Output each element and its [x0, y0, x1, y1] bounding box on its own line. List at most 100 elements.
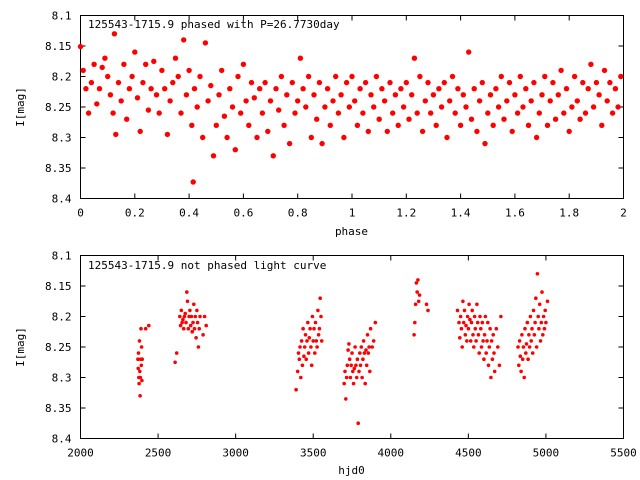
- data-point: [523, 326, 527, 331]
- data-point: [528, 314, 533, 319]
- data-point: [482, 333, 487, 337]
- data-point: [88, 79, 95, 86]
- data-point: [183, 311, 187, 316]
- data-point: [463, 333, 468, 337]
- data-point: [489, 339, 494, 343]
- data-point: [85, 110, 92, 116]
- data-point: [533, 134, 540, 141]
- data-point: [494, 326, 499, 331]
- data-point: [314, 116, 320, 122]
- data-point: [417, 293, 422, 297]
- data-point: [458, 314, 463, 319]
- data-point: [537, 326, 541, 331]
- data-point: [475, 320, 480, 325]
- data-point: [189, 314, 194, 319]
- data-point: [516, 345, 520, 349]
- data-point: [124, 116, 130, 122]
- x-tick-label: 1.2: [396, 207, 416, 220]
- data-point: [195, 320, 200, 325]
- data-point: [202, 314, 207, 319]
- data-point: [455, 308, 460, 313]
- plot-frame: [80, 255, 624, 439]
- data-point: [348, 375, 353, 380]
- data-point: [197, 326, 201, 331]
- data-point: [373, 73, 380, 80]
- data-point: [305, 339, 309, 343]
- data-point: [80, 67, 86, 74]
- data-point: [416, 278, 420, 282]
- data-point: [522, 375, 526, 380]
- data-point: [137, 381, 141, 386]
- data-point: [129, 73, 135, 80]
- data-point: [501, 116, 507, 122]
- data-point: [492, 351, 496, 355]
- data-point: [601, 67, 608, 74]
- x-axis-label: hjd0: [338, 464, 365, 477]
- data-point: [461, 299, 465, 304]
- data-point: [138, 394, 142, 398]
- data-point: [170, 79, 176, 86]
- data-point: [202, 40, 209, 46]
- data-point: [172, 55, 179, 61]
- data-point: [517, 363, 521, 368]
- data-point: [455, 86, 461, 92]
- data-point: [524, 351, 528, 355]
- data-point: [313, 320, 318, 325]
- data-point: [536, 110, 542, 116]
- data-point: [413, 302, 418, 307]
- data-point: [327, 122, 333, 128]
- x-tick-label: 4500: [455, 447, 482, 460]
- data-point: [414, 281, 419, 285]
- data-point: [191, 86, 198, 92]
- data-point: [181, 326, 186, 331]
- data-point: [498, 73, 504, 80]
- data-point: [259, 110, 266, 116]
- data-point: [479, 79, 485, 86]
- data-point: [139, 345, 144, 349]
- data-point: [496, 345, 500, 349]
- data-point: [537, 302, 542, 307]
- data-point: [381, 98, 388, 104]
- data-point: [530, 326, 534, 331]
- data-point: [83, 86, 89, 92]
- data-point: [105, 73, 111, 80]
- data-point: [486, 363, 491, 368]
- data-point: [414, 110, 420, 116]
- data-point: [147, 323, 151, 328]
- data-point: [265, 128, 271, 135]
- data-point: [276, 107, 282, 113]
- x-tick-label: 0.4: [179, 207, 199, 220]
- data-point: [468, 339, 473, 343]
- x-tick-label: 3000: [222, 447, 249, 460]
- data-point: [140, 357, 144, 362]
- data-point: [457, 320, 461, 325]
- data-point: [521, 345, 526, 349]
- data-point: [281, 122, 287, 128]
- data-point: [254, 134, 260, 141]
- data-point: [544, 320, 548, 325]
- data-point: [517, 73, 523, 80]
- data-point: [186, 326, 191, 331]
- data-point: [143, 61, 149, 67]
- y-tick-label: 8.1: [52, 250, 72, 263]
- data-point: [528, 98, 534, 104]
- data-point: [479, 345, 484, 349]
- x-tick-label: 1: [349, 207, 356, 220]
- data-point: [273, 86, 279, 92]
- data-point: [77, 43, 84, 50]
- data-point: [173, 360, 177, 365]
- data-point: [357, 86, 363, 92]
- data-point: [302, 354, 306, 359]
- data-point: [458, 336, 462, 340]
- data-point: [191, 320, 195, 325]
- data-point: [527, 333, 531, 337]
- data-points: [136, 272, 550, 426]
- data-point: [186, 67, 192, 74]
- data-point: [390, 110, 396, 116]
- data-point: [139, 326, 143, 331]
- data-point: [346, 348, 350, 352]
- data-point: [299, 339, 304, 343]
- data-point: [347, 342, 351, 346]
- data-point: [300, 86, 306, 92]
- data-point: [495, 104, 502, 110]
